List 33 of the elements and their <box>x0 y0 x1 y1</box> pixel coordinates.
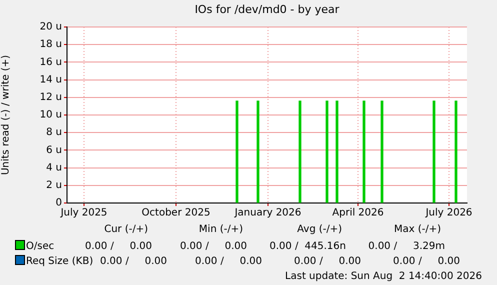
text: Min (-/+) <box>198 224 243 236</box>
text: Last update: Sun Aug 2 14:40:00 2026 <box>285 271 482 283</box>
text: 0.00 / 3.29m <box>368 241 445 253</box>
y-tick-label: 20 u <box>40 22 62 33</box>
text: 0.00 / 0.00 <box>294 256 361 268</box>
text: Cur (-/+) <box>104 224 148 236</box>
y-tick-label: 2 u <box>46 180 62 191</box>
chart-title: IOs for /dev/md0 - by year <box>194 3 340 16</box>
legend-label: O/sec <box>25 240 54 253</box>
y-tick-label: 0 <box>56 198 62 209</box>
text: Avg (-/+) <box>297 224 342 236</box>
y-axis-title: Units read (-) / write (+) <box>0 54 12 176</box>
y-tick-label: 16 u <box>40 56 62 68</box>
x-tick-label: January 2026 <box>234 208 302 219</box>
y-tick-label: 6 u <box>46 144 62 156</box>
text: 0.00 / 0.00 <box>85 241 152 253</box>
y-tick-label: 10 u <box>40 110 62 121</box>
x-tick-label: July 2025 <box>60 208 108 219</box>
y-tick-label: 4 u <box>46 162 62 174</box>
y-tick-label: 8 u <box>46 127 62 138</box>
y-tick-label: 18 u <box>40 39 62 50</box>
y-tick-label: 12 u <box>40 92 62 103</box>
text: 0.00 / 445.16n <box>270 241 346 253</box>
text: 0.00 / 0.00 <box>100 256 167 268</box>
text: Max (-/+) <box>394 224 441 236</box>
x-tick-label: October 2025 <box>142 208 210 219</box>
legend-label: Req Size (KB) <box>25 255 94 268</box>
text: 0.00 / 0.00 <box>393 256 460 268</box>
text: 0.00 / 0.00 <box>195 256 262 268</box>
y-tick-label: 14 u <box>40 74 62 86</box>
x-tick-label: April 2026 <box>332 208 384 219</box>
x-tick-label: July 2026 <box>424 208 472 219</box>
text: 0.00 / 0.00 <box>180 241 247 253</box>
